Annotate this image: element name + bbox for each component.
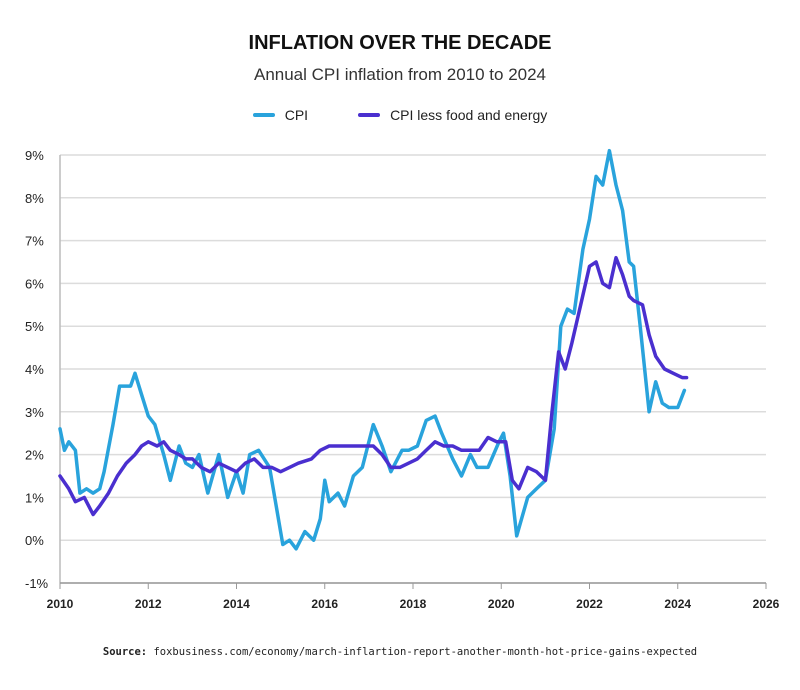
y-tick-label: 4%: [25, 362, 44, 377]
y-tick-label: 7%: [25, 234, 44, 249]
y-tick-label: -1%: [25, 576, 49, 591]
chart-subtitle: Annual CPI inflation from 2010 to 2024: [253, 65, 547, 84]
source-url: foxbusiness.com/economy/march-inflartion…: [153, 646, 698, 658]
series-line-cpi: [58, 148, 687, 551]
source-note: Source: foxbusiness.com/economy/march-in…: [0, 646, 800, 658]
y-tick-label: 6%: [25, 276, 44, 291]
x-tick-label: 2010: [47, 597, 74, 611]
y-tick-label: 5%: [25, 319, 44, 334]
y-tick-label: 3%: [25, 405, 44, 420]
legend-label-core-cpi: CPI less food and energy: [390, 107, 548, 123]
line-chart: -1% 0% 1% 2% 3% 4% 5% 6% 7% 8% 9% 2010 2012 2014 2016 2…: [25, 148, 780, 611]
x-tick-label: 2012: [135, 597, 162, 611]
series-line-core-cpi: [58, 255, 689, 517]
y-tick-label: 2%: [25, 448, 44, 463]
x-tick-label: 2022: [576, 597, 603, 611]
x-tick-label: 2016: [311, 597, 338, 611]
y-tick-label: 1%: [25, 490, 44, 505]
x-tick-label: 2020: [488, 597, 515, 611]
x-tick-label: 2024: [664, 597, 691, 611]
chart-title: INFLATION OVER THE DECADE: [248, 32, 552, 54]
x-tick-label: 2026: [753, 597, 780, 611]
legend-item-cpi: CPI: [252, 107, 309, 123]
legend: CPI CPI less food and energy: [0, 107, 800, 123]
y-tick-label: 9%: [25, 148, 44, 163]
y-tick-label: 0%: [25, 533, 44, 548]
legend-item-core-cpi: CPI less food and energy: [358, 107, 547, 123]
source-label: Source:: [102, 646, 148, 658]
legend-swatch-core-cpi: [358, 113, 381, 117]
legend-label-cpi: CPI: [284, 107, 309, 123]
y-tick-label: 8%: [25, 191, 44, 206]
x-tick-label: 2018: [400, 597, 427, 611]
legend-swatch-cpi: [252, 113, 275, 117]
x-tick-label: 2014: [223, 597, 250, 611]
